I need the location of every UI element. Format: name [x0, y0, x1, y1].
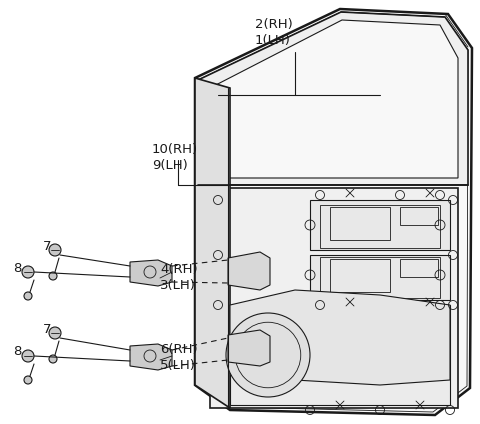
Text: 6(RH)
5(LH): 6(RH) 5(LH): [160, 343, 198, 372]
Polygon shape: [210, 188, 458, 408]
Text: 7: 7: [43, 240, 51, 253]
Polygon shape: [195, 9, 472, 415]
Polygon shape: [310, 200, 450, 250]
Polygon shape: [228, 252, 270, 290]
Text: 2(RH)
1(LH): 2(RH) 1(LH): [255, 18, 293, 47]
Polygon shape: [228, 330, 270, 366]
Polygon shape: [230, 290, 450, 385]
Circle shape: [49, 244, 61, 256]
Circle shape: [24, 376, 32, 384]
Circle shape: [49, 327, 61, 339]
Circle shape: [24, 292, 32, 300]
Circle shape: [22, 266, 34, 278]
Text: 7: 7: [43, 323, 51, 336]
Polygon shape: [130, 344, 172, 370]
Polygon shape: [210, 20, 458, 178]
Circle shape: [226, 313, 310, 397]
Circle shape: [49, 355, 57, 363]
Circle shape: [22, 350, 34, 362]
Polygon shape: [130, 260, 172, 286]
Polygon shape: [310, 255, 450, 300]
Text: 4(RH)
3(LH): 4(RH) 3(LH): [160, 263, 198, 292]
Text: 10(RH)
9(LH): 10(RH) 9(LH): [152, 143, 198, 172]
Polygon shape: [198, 12, 468, 185]
Text: 8: 8: [13, 345, 21, 358]
Circle shape: [49, 272, 57, 280]
Polygon shape: [195, 78, 230, 408]
Polygon shape: [230, 305, 450, 405]
Text: 8: 8: [13, 262, 21, 275]
